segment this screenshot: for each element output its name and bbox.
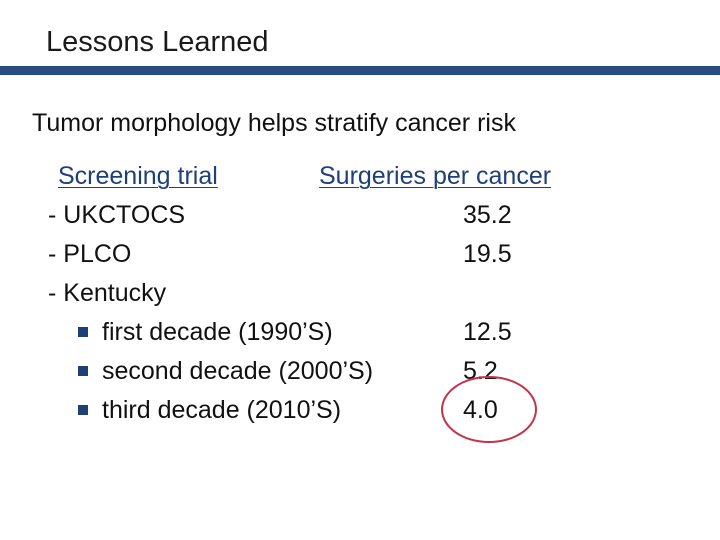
- trial-label: - PLCO: [48, 240, 132, 268]
- trial-label: third decade (2010’S): [102, 396, 342, 424]
- table-row: - Kentucky: [0, 274, 720, 313]
- trial-label: - UKCTOCS: [48, 201, 186, 229]
- bullet-icon: [78, 366, 88, 376]
- table-row: first decade (1990’S) 12.5: [0, 313, 720, 352]
- table-header-row: Screening trial Surgeries per cancer: [0, 157, 720, 196]
- highlight-circle: [441, 376, 537, 443]
- slide-title: Lessons Learned: [46, 26, 269, 58]
- bullet-icon: [78, 327, 88, 337]
- table-row: - PLCO 19.5: [0, 235, 720, 274]
- trial-label: - Kentucky: [48, 279, 167, 307]
- slide-subtitle: Tumor morphology helps stratify cancer r…: [32, 109, 516, 137]
- table-row: second decade (2000’S) 5.2: [0, 352, 720, 391]
- surgeries-value: 12.5: [463, 318, 512, 346]
- header-surgeries-per-cancer: Surgeries per cancer: [319, 162, 552, 190]
- bullet-icon: [78, 405, 88, 415]
- table-row: third decade (2010’S) 4.0: [0, 391, 720, 430]
- title-rule: [0, 66, 720, 75]
- surgeries-value: 35.2: [463, 201, 512, 229]
- surgeries-value: 19.5: [463, 240, 512, 268]
- trial-label: second decade (2000’S): [102, 357, 374, 385]
- table-row: - UKCTOCS 35.2: [0, 196, 720, 235]
- header-screening-trial: Screening trial: [58, 162, 218, 190]
- trial-label: first decade (1990’S): [102, 318, 333, 346]
